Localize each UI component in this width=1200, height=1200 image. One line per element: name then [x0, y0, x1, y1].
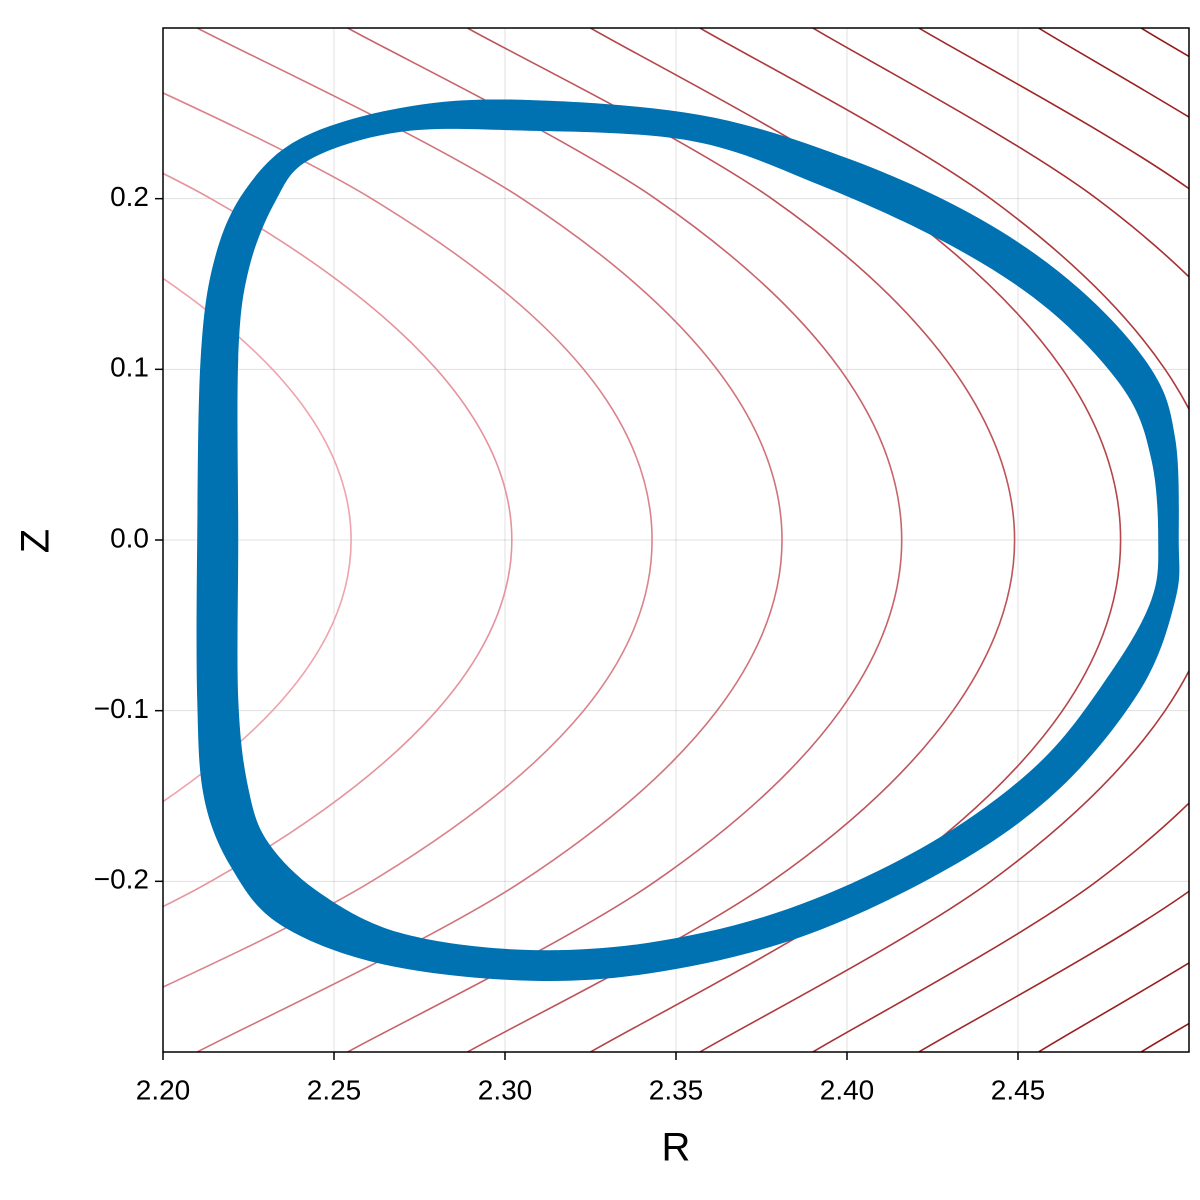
- x-tick-label: 2.20: [136, 1074, 191, 1105]
- ticks: 2.20 2.25 2.30 2.35 2.40 2.45 −0.2 −0.1 0.0 0.1 0.…: [94, 181, 1046, 1105]
- contour-line: [347, 28, 903, 1052]
- y-tick-label: 0.2: [110, 181, 149, 212]
- contour-line: [163, 92, 653, 988]
- y-axis-label: Z: [14, 529, 58, 553]
- y-tick-label: −0.1: [94, 693, 149, 724]
- orbit-band: [196, 99, 1180, 981]
- band-layer: [196, 99, 1180, 981]
- contour-line: [466, 28, 1016, 1052]
- grid: [162, 28, 1189, 1052]
- contour-line: [163, 172, 513, 908]
- x-tick-label: 2.30: [478, 1074, 533, 1105]
- contour-line: [812, 28, 1189, 1052]
- x-tick-label: 2.45: [991, 1074, 1046, 1105]
- contour-line: [196, 28, 783, 1052]
- contour-line: [699, 28, 1189, 1052]
- x-tick-label: 2.25: [307, 1074, 362, 1105]
- y-tick-label: −0.2: [94, 864, 149, 895]
- x-axis-label: R: [662, 1126, 691, 1170]
- contour-line: [918, 28, 1189, 1052]
- y-tick-label: 0.1: [110, 352, 149, 383]
- x-tick-label: 2.40: [820, 1074, 875, 1105]
- contour-line: [163, 277, 352, 803]
- y-tick-label: 0.0: [110, 522, 149, 553]
- x-tick-label: 2.35: [649, 1074, 704, 1105]
